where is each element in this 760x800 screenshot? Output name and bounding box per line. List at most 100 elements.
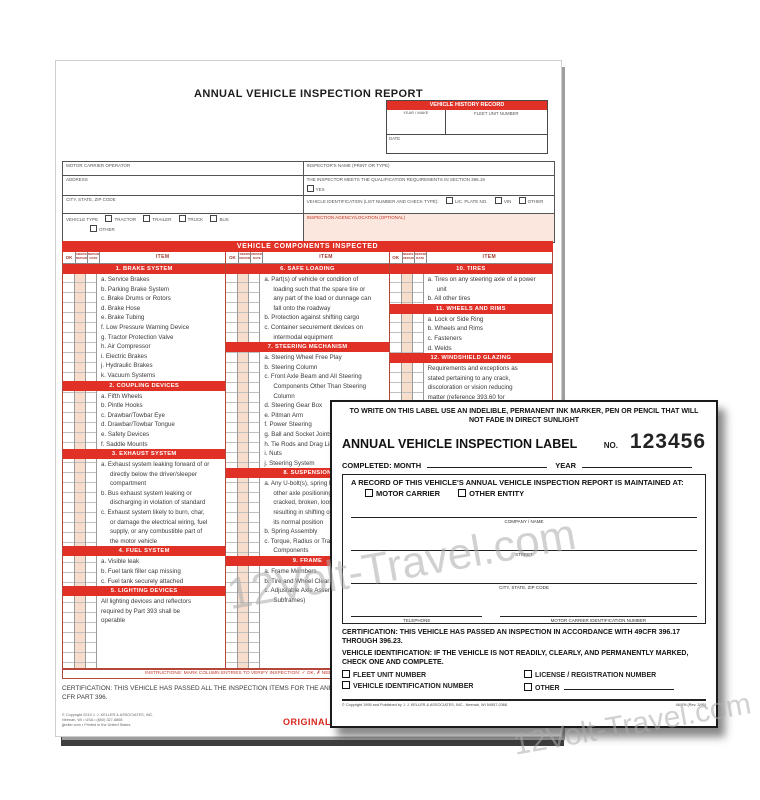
checkbox-other-entity[interactable]	[458, 488, 467, 497]
vehicle-type-option-label: TRAILER	[152, 217, 172, 222]
field-vehicle-type[interactable]: VEHICLE TYPE TRACTOR TRAILER TRUCK BUS O…	[63, 214, 304, 242]
label-footer: © Copyright 1995 and Published by J. J. …	[342, 699, 706, 707]
write-line[interactable]	[499, 616, 697, 617]
component-section-header: 1. BRAKE SYSTEM	[63, 264, 226, 274]
checkbox-fleet-unit-number[interactable]	[342, 670, 350, 678]
history-box-title: VEHICLE HISTORY RECORD	[387, 101, 547, 110]
component-item: c. Drawbar/Towbar Eye	[101, 411, 165, 419]
month-write-line[interactable]	[427, 459, 548, 468]
checkmark-gutter[interactable]	[63, 263, 97, 668]
checkbox-vehicle-id-number[interactable]	[342, 681, 350, 689]
component-item: a. Visible leak	[101, 558, 140, 566]
component-item: c. Fuel tank securely attached	[101, 577, 184, 585]
component-item: g. Ball and Socket Joints	[264, 430, 333, 438]
checkbox-license-registration[interactable]	[524, 670, 532, 678]
field-inspection-agency[interactable]: INSPECTION AGENCY/LOCATION (OPTIONAL)	[303, 214, 554, 242]
column-header-row: OK NEEDS REPAIR REPAIRED DATE ITEM	[63, 252, 226, 264]
history-date-cell[interactable]: DATE	[389, 136, 401, 141]
qualification-label: THE INSPECTOR MEETS THE QUALIFICATION RE…	[306, 177, 485, 182]
record-text: A RECORD OF THIS VEHICLE'S ANNUAL VEHICL…	[351, 478, 684, 487]
component-item: b. Protection against shifting cargo	[264, 314, 360, 322]
components-column-1: OK NEEDS REPAIR REPAIRED DATE ITEM 1. BR…	[63, 252, 227, 668]
component-item: a. Any U-bolt(s), spring hanger(s), or o…	[264, 480, 368, 526]
record-box: A RECORD OF THIS VEHICLE'S ANNUAL VEHICL…	[342, 474, 706, 624]
checkbox-other-id[interactable]	[518, 197, 526, 204]
completed-row: COMPLETED: MONTH YEAR	[342, 459, 706, 470]
maintained-option-label: OTHER ENTITY	[469, 488, 525, 498]
component-item: k. Vacuum Systems	[101, 371, 156, 379]
checkbox-lic-plate[interactable]	[445, 197, 453, 204]
label-vehicle-identification-text: VEHICLE IDENTIFICATION: IF THE VEHICLE I…	[342, 650, 689, 666]
write-line[interactable]	[351, 517, 697, 518]
component-item: All lighting devices and reflectors requ…	[101, 598, 192, 625]
ok-column-header: OK	[390, 252, 403, 263]
checkbox-tractor[interactable]	[105, 215, 113, 222]
field-inspector-qualification[interactable]: THE INSPECTOR MEETS THE QUALIFICATION RE…	[303, 176, 554, 196]
label-no-label: NO.	[603, 441, 618, 450]
write-line[interactable]	[351, 550, 697, 551]
component-item: e. Safety Devices	[101, 430, 150, 438]
checkbox-other[interactable]	[524, 683, 532, 691]
checkmark-gutter[interactable]	[226, 263, 261, 668]
field-inspector-name[interactable]: INSPECTOR'S NAME (PRINT OR TYPE)	[303, 162, 554, 176]
field-city-state-zip[interactable]: CITY, STATE, ZIP CODE	[63, 196, 304, 214]
field-vehicle-identification[interactable]: VEHICLE IDENTIFICATION (LIST NUMBER AND …	[303, 196, 554, 214]
component-item: d. Welds	[427, 344, 452, 352]
component-section-header: 8. SUSPENSION	[226, 468, 389, 479]
write-line-caption: COMPANY / NAME	[504, 519, 544, 524]
components-banner: VEHICLE COMPONENTS INSPECTED	[62, 241, 553, 252]
field-address[interactable]: ADDRESS	[63, 176, 304, 196]
checkbox-vin[interactable]	[494, 197, 502, 204]
component-item: e. Pitman Arm	[264, 411, 304, 419]
repaired-date-column-header: REPAIRED DATE	[251, 252, 264, 263]
original-stamp: ORIGINAL	[283, 717, 331, 727]
checkbox-bus[interactable]	[210, 215, 218, 222]
city-state-zip-field[interactable]: CITY, STATE, ZIP CODE	[351, 564, 697, 597]
vehicle-type-option-label: TRUCK	[187, 217, 204, 222]
street-field[interactable]: STREET	[351, 531, 697, 564]
vehicle-id-option-label: OTHER	[527, 199, 544, 204]
other-write-line[interactable]	[563, 681, 674, 690]
component-section-header: 7. STEERING MECHANISM	[226, 342, 389, 353]
year-write-line[interactable]	[582, 459, 693, 468]
checkbox-motor-carrier[interactable]	[365, 488, 373, 497]
completed-label: COMPLETED:	[342, 461, 392, 470]
item-column-header: ITEM	[155, 254, 170, 260]
component-item: c. Exhaust system likely to burn, char, …	[101, 509, 208, 545]
company-name-field[interactable]: COMPANY / NAME	[351, 498, 697, 531]
component-item: c. Brake Drums or Rotors	[101, 295, 171, 303]
report-certification-text: CERTIFICATION: THIS VEHICLE HAS PASSED A…	[62, 685, 526, 701]
component-item: h. Air Compressor	[101, 343, 151, 351]
item-column-header: ITEM	[319, 254, 333, 260]
year-label: YEAR	[555, 461, 577, 470]
component-item: b. Steering Column	[264, 363, 318, 371]
vehicle-id-option-label: LIC. PLATE NO.	[454, 199, 488, 204]
component-item: b. Parking Brake System	[101, 285, 170, 293]
component-item: b. Spring Assembly	[264, 528, 318, 536]
checkbox-truck[interactable]	[178, 215, 186, 222]
checkbox-trailer[interactable]	[143, 215, 151, 222]
component-item: c. Adjustable Axle Assemblies (Sliding S…	[264, 587, 369, 604]
field-motor-carrier-operator[interactable]: MOTOR CARRIER OPERATOR	[63, 162, 304, 176]
motor-carrier-id-field[interactable]: MOTOR CARRIER IDENTIFICATION NUMBER	[499, 597, 697, 630]
component-section-header: 2. COUPLING DEVICES	[63, 380, 226, 391]
label-certification-text: CERTIFICATION: THIS VEHICLE HAS PASSED A…	[342, 629, 680, 645]
component-item: c. Torque, Radius or Tracking Components	[264, 537, 345, 555]
history-year-make-cell[interactable]: YEAR / MAKE	[387, 110, 446, 134]
maintained-option-label: MOTOR CARRIER	[376, 488, 441, 498]
label-instructions-header: TO WRITE ON THIS LABEL USE AN INDELIBLE,…	[349, 408, 699, 424]
write-line[interactable]	[351, 616, 483, 617]
component-section-header: 4. FUEL SYSTEM	[63, 546, 226, 557]
write-line[interactable]	[351, 583, 697, 584]
checkbox-qualification-yes[interactable]	[306, 185, 314, 192]
write-line-caption: MOTOR CARRIER IDENTIFICATION NUMBER	[550, 618, 647, 623]
ok-column-header: OK	[226, 252, 240, 263]
telephone-field[interactable]: TELEPHONE	[351, 597, 483, 630]
history-fleet-unit-cell[interactable]: FLEET UNIT NUMBER	[474, 111, 519, 116]
component-item: b. Wheels and Rims	[427, 325, 484, 333]
component-item: b. Tire and Wheel Clearance	[264, 577, 343, 585]
component-item: f. Saddle Mounts	[101, 440, 148, 448]
vehicle-type-label: VEHICLE TYPE	[66, 217, 99, 222]
checkbox-other-type[interactable]	[90, 225, 97, 232]
